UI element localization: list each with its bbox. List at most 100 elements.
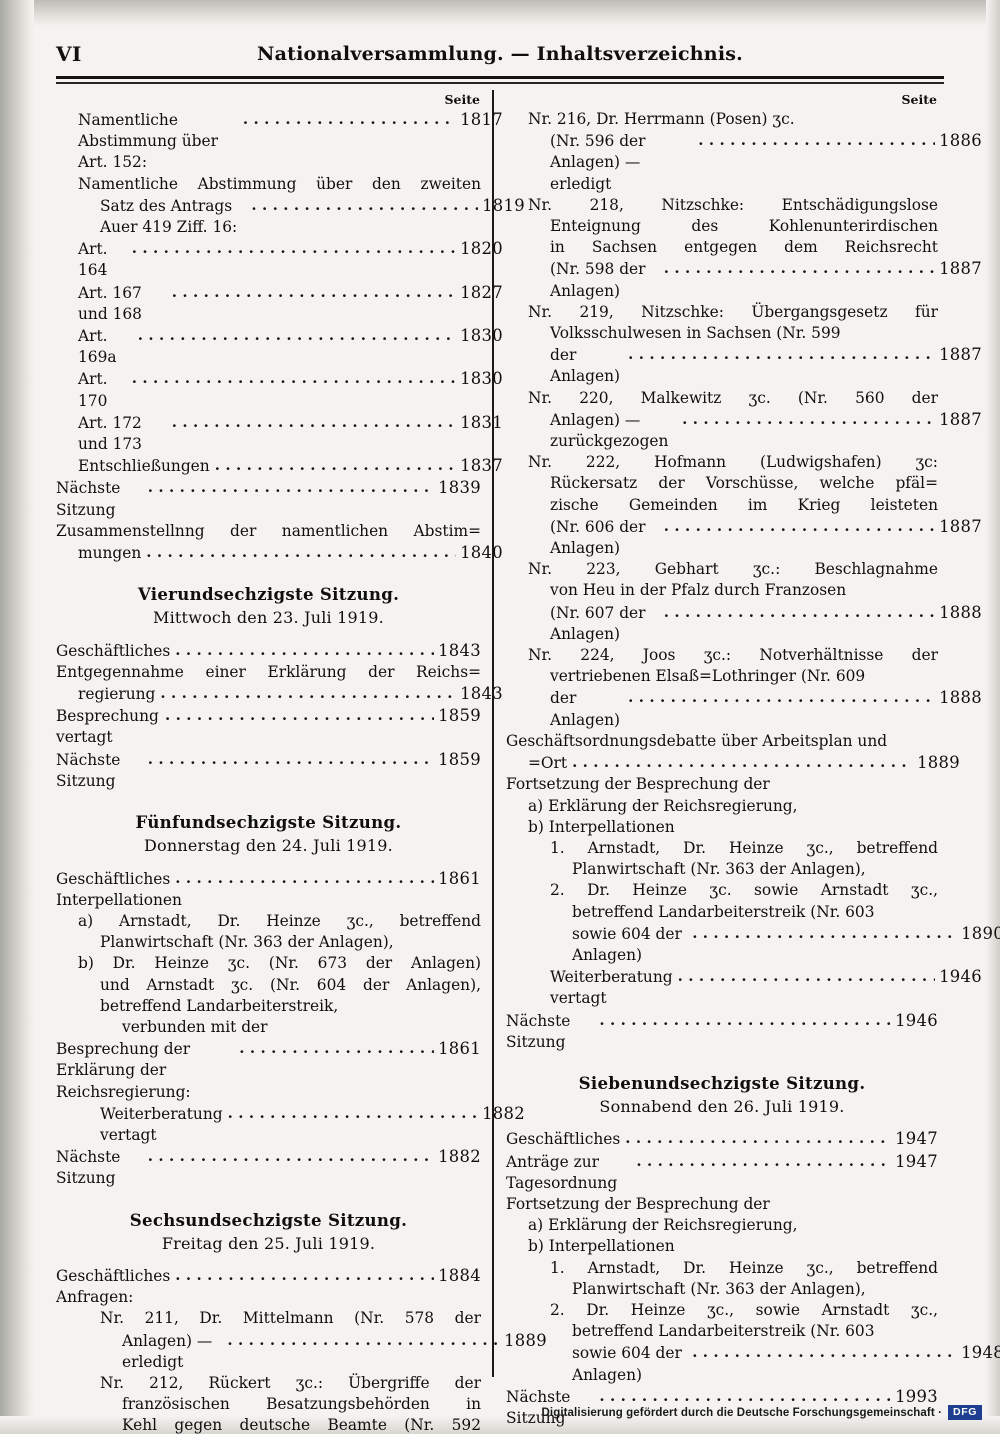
toc-leader-dots: ........................................ (663, 259, 935, 278)
toc-leader-dots: ........................................ (625, 1129, 891, 1148)
folio-number: VI (56, 42, 82, 66)
session-67-date: Sonnabend den 26. Juli 1919. (599, 1097, 845, 1117)
right-column: Seite Nr. 216, Dr. Herrmann (Posen) ʒc. (… (506, 92, 1000, 1434)
toc-leader-dots: ........................................ (147, 1147, 435, 1166)
toc-leader-dots: ........................................ (692, 1343, 958, 1362)
toc-entry-continuation: 2. Dr. Heinze ʒc., sowie Arnstadt ʒc., (550, 1300, 938, 1319)
column-divider (492, 90, 494, 1377)
toc-entry-continuation: b) Dr. Heinze ʒc. (Nr. 673 der Anlagen) (78, 954, 481, 973)
toc-leader-dots: ........................................ (692, 923, 958, 942)
toc-page-number: 1887 (939, 259, 982, 279)
toc-entry-continuation: Fortsetzung der Besprechung der (506, 775, 770, 794)
toc-entry-label: Besprechung vertagt (56, 707, 164, 747)
left-top-entries: Namentliche Abstimmung über Art. 152:...… (56, 109, 525, 564)
seite-header-left: Seite (444, 92, 480, 107)
toc-entry-continuation: 1. Arnstadt, Dr. Heinze ʒc., betreffend (550, 838, 938, 857)
toc-entry: regierung...............................… (56, 683, 503, 705)
toc-entry-continuation: Kehl gegen deutsche Beamte (Nr. 592 (122, 1416, 481, 1434)
toc-page-number: 1884 (438, 1265, 481, 1285)
toc-entry-continuation: Planwirtschaft (Nr. 363 der Anlagen), (572, 1279, 866, 1298)
toc-page-number: 1887 (939, 409, 982, 429)
toc-entry-label: Nächste Sitzung (56, 750, 126, 790)
toc-entry: Art. 167 und 168........................… (56, 282, 503, 325)
toc-entry: Geschäftliches..........................… (506, 1128, 938, 1150)
toc-page-number: 1946 (939, 967, 982, 987)
session-65: Fünfundsechzigste Sitzung. Donnerstag de… (56, 812, 525, 1190)
toc-leader-dots: ........................................ (663, 602, 935, 621)
scan-edge-right (986, 0, 1000, 1434)
session-67-title: Siebenundsechzigste Sitzung. (578, 1072, 866, 1093)
toc-page-number: 1882 (438, 1147, 481, 1167)
toc-entry-continuation: Nr. 219, Nitzschke: Übergangsgesetz für (528, 302, 938, 321)
toc-page-number: 1837 (460, 456, 503, 476)
toc-entry: Nächste Sitzung.........................… (56, 749, 481, 792)
toc-entry: Art. 170................................… (56, 368, 503, 411)
toc-leader-dots: ........................................ (599, 1010, 891, 1029)
toc-entry-label: Geschäftliches (56, 869, 171, 888)
toc-entry-label: regierung (78, 685, 156, 704)
toc-leader-dots: ........................................ (160, 684, 456, 703)
toc-entry: Nächste Sitzung.........................… (506, 1386, 938, 1429)
toc-entry-label: Weiterberatung vertagt (100, 1104, 228, 1144)
watermark-text: Digitalisierung gefördert durch die Deut… (541, 1406, 943, 1419)
toc-page-number: 1890 (961, 923, 1000, 943)
toc-page-number: 1947 (895, 1129, 938, 1149)
toc-entry: Nächste Sitzung.........................… (56, 477, 481, 520)
toc-leader-dots: ........................................ (628, 345, 935, 364)
toc-entry-label: Anlagen) — erledigt (122, 1331, 218, 1371)
toc-leader-dots: ........................................ (137, 326, 457, 345)
toc-entry-label: der Anlagen) (550, 689, 621, 729)
toc-entry: Nächste Sitzung.........................… (56, 1146, 481, 1189)
toc-entry-label: Art. 164 (78, 240, 113, 280)
toc-entry-continuation: b) Interpellationen (528, 817, 675, 836)
toc-entry: Art. 169a...............................… (56, 325, 503, 368)
toc-entry-continuation: Enteignung des Kohlenunterirdischen (550, 217, 938, 236)
toc-leader-dots: ........................................ (636, 1151, 892, 1170)
toc-entry-continuation: a) Erklärung der Reichsregierung, (528, 1216, 798, 1235)
toc-leader-dots: ........................................ (677, 967, 935, 986)
toc-page-number: 1839 (438, 478, 481, 498)
left-column: Seite Namentliche Abstimmung über Art. 1… (56, 92, 547, 1434)
toc-entry: (Nr. 607 der Anlagen)...................… (506, 602, 982, 645)
dfg-logo: DFG (948, 1405, 982, 1420)
toc-leader-dots: ........................................ (663, 516, 935, 535)
running-title: Nationalversammlung. — Inhaltsverzeichni… (257, 43, 743, 65)
session-64-title: Vierundsechzigste Sitzung. (137, 584, 400, 605)
seite-header-right: Seite (901, 92, 937, 107)
toc-leader-dots: ........................................ (171, 282, 456, 301)
toc-leader-dots: ........................................ (171, 412, 456, 431)
toc-entry-continuation: Planwirtschaft (Nr. 363 der Anlagen), (100, 933, 394, 952)
toc-page-number: 1888 (939, 688, 982, 708)
toc-entry-continuation: und Arnstadt ʒc. (Nr. 604 der Anlagen), (100, 975, 481, 994)
right-top-entries: Nr. 216, Dr. Herrmann (Posen) ʒc. (Nr. 59… (506, 109, 1000, 1053)
toc-entry: Namentliche Abstimmung über Art. 152:...… (56, 109, 503, 174)
session-66-date: Freitag den 25. Juli 1919. (161, 1233, 376, 1253)
session-66-entries: Geschäftliches..........................… (56, 1265, 547, 1434)
session-65-entries: Geschäftliches..........................… (56, 868, 525, 1190)
toc-entry: der Anlagen)............................… (506, 687, 982, 730)
toc-page-number: 1830 (460, 369, 503, 389)
toc-leader-dots: ........................................ (131, 239, 456, 258)
toc-entry-continuation: Anfragen: (56, 1288, 134, 1307)
toc-page-number: 1819 (482, 195, 525, 215)
toc-entry: Besprechung der Erklärung der Reichsregi… (56, 1038, 481, 1103)
toc-leader-dots: ........................................ (242, 110, 456, 128)
scan-edge-bottom (0, 1416, 1000, 1434)
toc-leader-dots: ........................................ (682, 409, 935, 428)
toc-entry-continuation: Entgegennahme einer Erklärung der Reichs… (56, 662, 481, 681)
toc-leader-dots: ........................................ (251, 195, 478, 214)
toc-page-number: 1882 (482, 1103, 525, 1123)
toc-entry-label: Weiterberatung vertagt (550, 968, 678, 1008)
toc-page-number: 1887 (939, 516, 982, 536)
toc-entry-label: Geschäftliches (506, 1130, 621, 1149)
toc-entry-continuation: 2. Dr. Heinze ʒc. sowie Arnstadt ʒc., (550, 881, 938, 900)
toc-entry-continuation: Geschäftsordnungsdebatte über Arbeitspla… (506, 731, 888, 750)
toc-page-number: 1946 (895, 1010, 938, 1030)
toc-page-number: 1947 (895, 1151, 938, 1171)
toc-entry-continuation: von Heu in der Pfalz durch Franzosen (550, 581, 847, 600)
toc-entry: (Nr. 606 der Anlagen)...................… (506, 516, 982, 559)
toc-entry: Satz des Antrags Auer 419 Ziff. 16:.....… (56, 195, 525, 238)
header-rule-thick (56, 76, 944, 79)
toc-entry: Entschließungen.........................… (56, 455, 503, 477)
